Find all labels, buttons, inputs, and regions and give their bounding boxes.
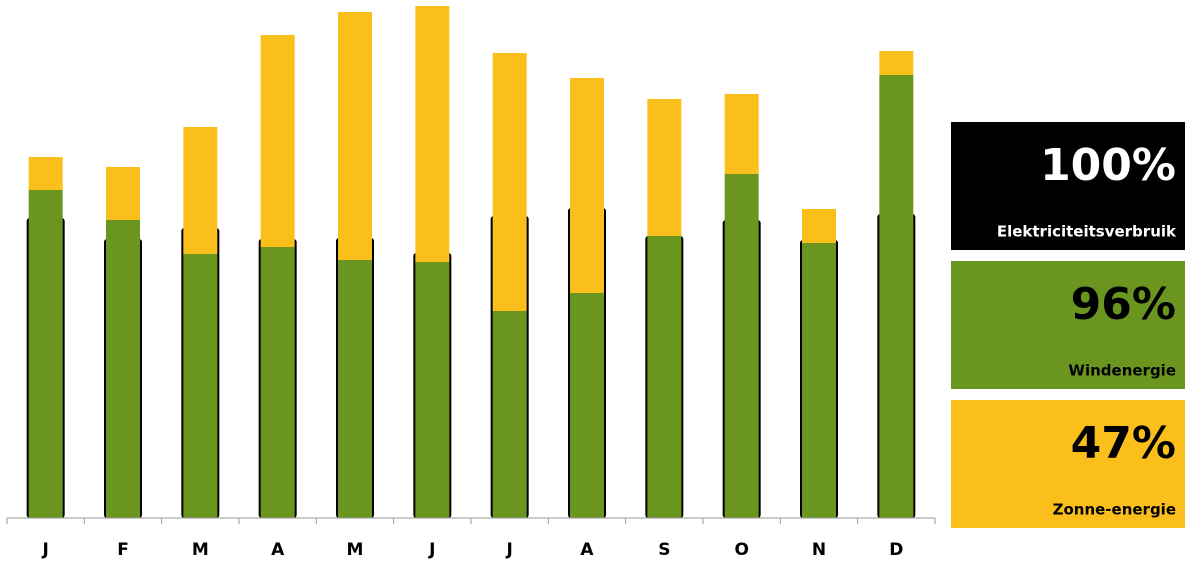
wind-bar xyxy=(183,254,218,518)
solar-bar xyxy=(106,167,140,220)
wind-bar xyxy=(492,311,527,518)
wind-bar xyxy=(802,243,836,518)
x-tick-label: J xyxy=(42,540,49,560)
summary-percent: 96% xyxy=(1071,279,1176,330)
wind-bar xyxy=(28,190,63,518)
solar-bar xyxy=(879,51,914,75)
solar-bar xyxy=(724,94,759,174)
solar-bar xyxy=(415,6,450,262)
x-tick-label: N xyxy=(812,540,826,560)
wind-bar xyxy=(106,220,140,518)
x-tick-label: O xyxy=(734,540,748,560)
wind-bar xyxy=(338,260,372,518)
summary-label: Elektriciteitsverbruik xyxy=(997,223,1177,241)
wind-bar xyxy=(879,75,914,518)
x-tick-label: M xyxy=(192,540,209,560)
x-tick-label: J xyxy=(428,540,435,560)
solar-bar xyxy=(492,53,527,311)
x-tick-label: F xyxy=(117,540,129,560)
summary-panel xyxy=(951,400,1185,528)
x-tick-label: J xyxy=(506,540,513,560)
solar-bar xyxy=(260,35,295,247)
summary-label: Zonne-energie xyxy=(1053,501,1176,519)
solar-bar xyxy=(338,12,372,260)
solar-bar xyxy=(28,157,63,190)
x-tick-label: M xyxy=(347,540,364,560)
wind-bar xyxy=(570,293,604,518)
solar-bar xyxy=(802,209,836,243)
x-tick-label: D xyxy=(889,540,903,560)
summary-percent: 100% xyxy=(1040,140,1176,191)
wind-bar xyxy=(647,236,682,518)
solar-bar xyxy=(183,127,218,254)
wind-bar xyxy=(724,174,759,518)
summary-panel xyxy=(951,122,1185,250)
summary-label: Windenergie xyxy=(1068,362,1176,380)
x-tick-label: S xyxy=(658,540,670,560)
solar-bar xyxy=(570,78,604,293)
wind-bar xyxy=(415,262,450,518)
x-tick-label: A xyxy=(580,540,594,560)
wind-bar xyxy=(260,247,295,518)
x-tick-label: A xyxy=(271,540,285,560)
summary-percent: 47% xyxy=(1071,418,1176,469)
solar-bar xyxy=(647,99,682,236)
summary-panel xyxy=(951,261,1185,389)
